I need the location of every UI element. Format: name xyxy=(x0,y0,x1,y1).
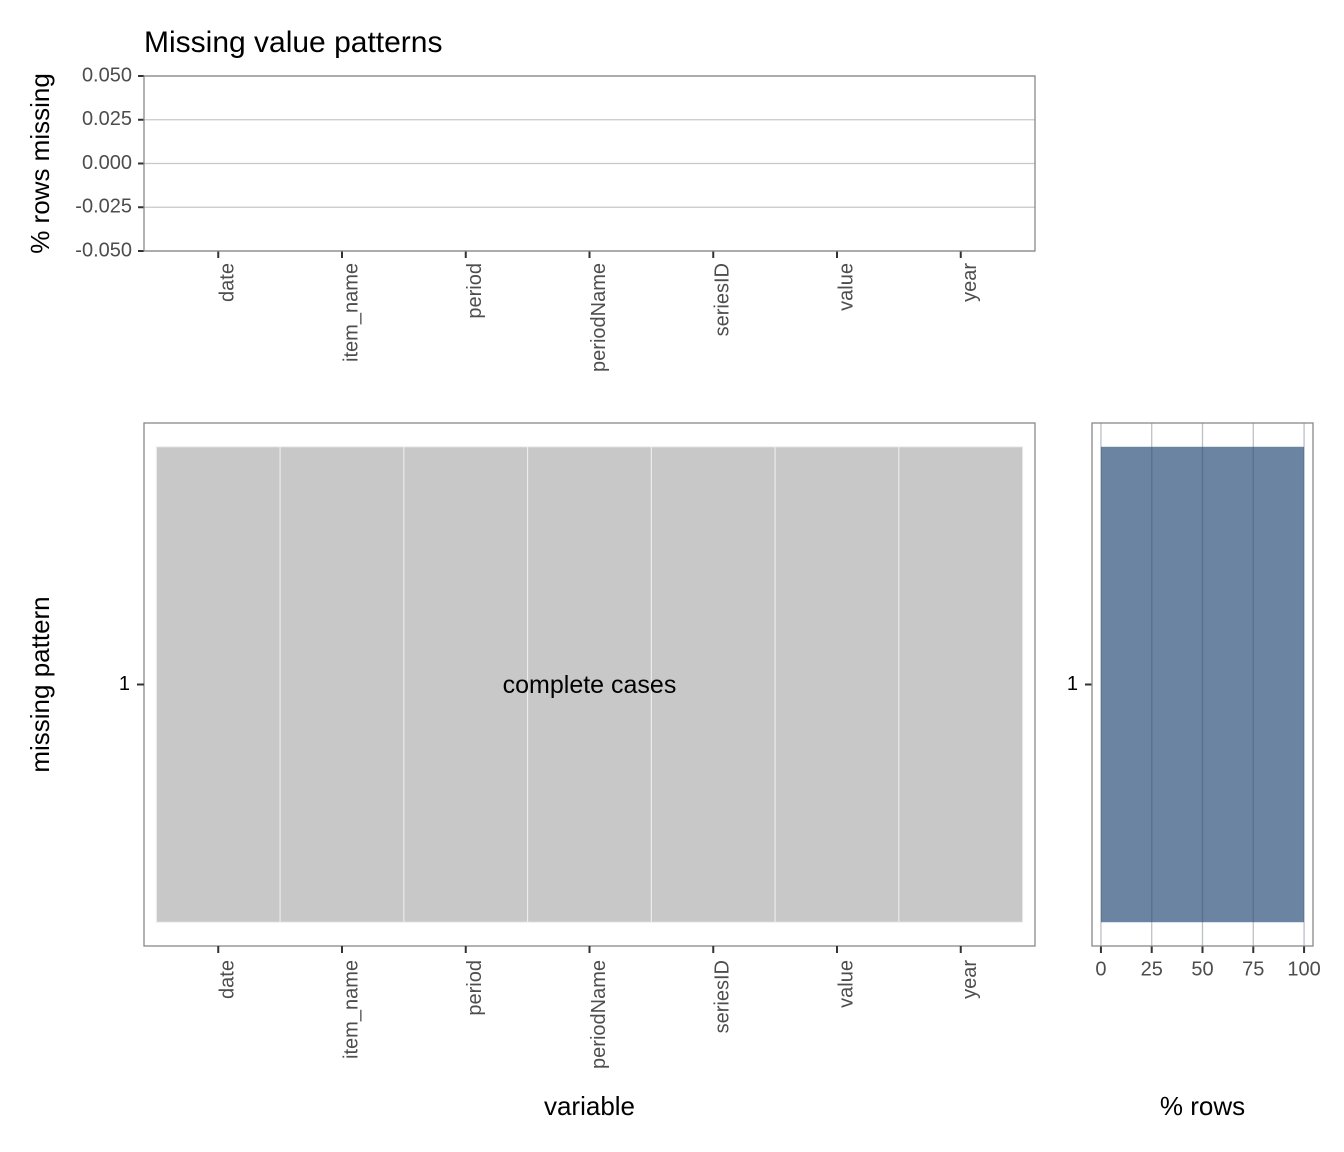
x-tick-label: item_name xyxy=(340,263,362,362)
y-tick-label: 0.050 xyxy=(82,64,132,86)
tile xyxy=(155,446,281,923)
x-tick-label: value xyxy=(835,263,857,311)
x-tick-label: year xyxy=(959,263,981,302)
x-tick-label: period xyxy=(464,263,486,319)
x-tick-label: date xyxy=(217,960,239,999)
x-tick-label: periodName xyxy=(588,263,610,372)
x-tick-label: 25 xyxy=(1141,958,1163,980)
x-tick-label: 100 xyxy=(1287,958,1320,980)
tile xyxy=(279,446,405,923)
x-axis-title: variable xyxy=(544,1091,635,1121)
x-tick-label: seriesID xyxy=(712,960,734,1033)
x-tick-label: periodName xyxy=(588,960,610,1069)
x-tick-label: 50 xyxy=(1191,958,1213,980)
tile xyxy=(774,446,900,923)
y-tick-label: -0.025 xyxy=(75,196,132,218)
y-tick-label: 0.000 xyxy=(82,152,132,174)
x-tick-label: seriesID xyxy=(712,263,734,336)
tile xyxy=(403,446,529,923)
x-tick-label: value xyxy=(835,960,857,1008)
y-axis-title: % rows missing xyxy=(25,73,55,254)
x-tick-label: period xyxy=(464,960,486,1016)
x-tick-label: year xyxy=(959,960,981,999)
y-tick-label: -0.050 xyxy=(75,239,132,261)
panel-border xyxy=(143,75,1036,252)
tile xyxy=(650,446,776,923)
y-axis-title: missing pattern xyxy=(25,596,55,772)
y-tick-label: 1 xyxy=(1067,673,1078,695)
x-tick-label: 0 xyxy=(1095,958,1106,980)
x-tick-label: 75 xyxy=(1242,958,1264,980)
x-tick-label: item_name xyxy=(340,960,362,1059)
y-tick-label: 1 xyxy=(119,673,130,695)
annotation: complete cases xyxy=(503,671,677,699)
tile xyxy=(898,446,1024,923)
bar xyxy=(1100,446,1305,923)
chart-title: Missing value patterns xyxy=(144,26,442,59)
y-tick-label: 0.025 xyxy=(82,108,132,130)
panel-border xyxy=(1091,422,1314,947)
x-axis-title: % rows xyxy=(1160,1091,1245,1121)
x-tick-label: date xyxy=(217,263,239,302)
